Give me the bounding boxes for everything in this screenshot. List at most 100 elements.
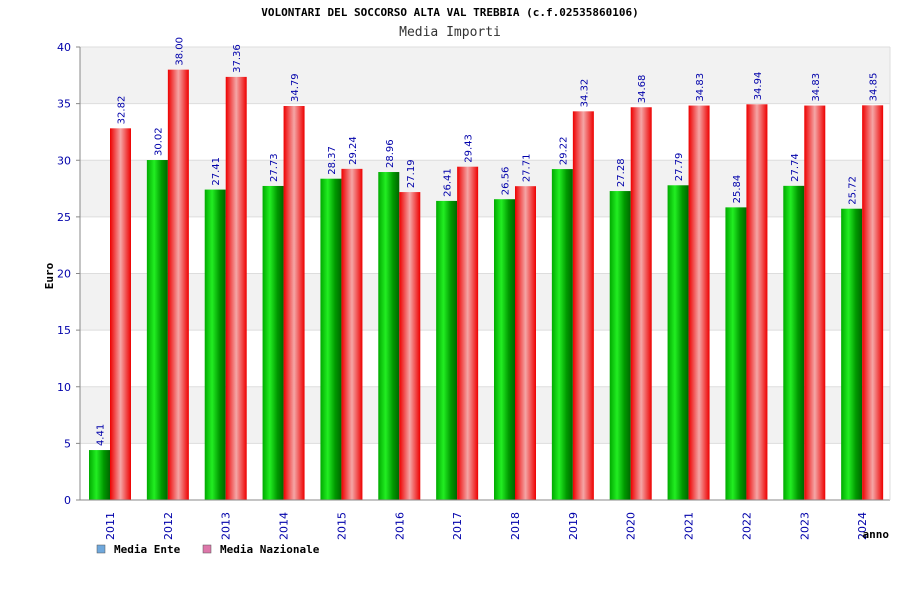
x-tick-label: 2021 — [683, 512, 696, 540]
plot-band — [80, 103, 890, 161]
data-label: 34.85 — [869, 73, 880, 102]
x-tick-label: 2015 — [335, 512, 348, 540]
y-tick-label: 5 — [64, 437, 71, 450]
data-label: 26.41 — [443, 168, 454, 197]
data-label: 32.82 — [117, 96, 128, 125]
data-label: 28.96 — [385, 139, 396, 168]
bar-media-ente — [667, 185, 689, 500]
bar-media-ente — [436, 200, 458, 501]
plot-band — [80, 216, 890, 274]
bar-media-nazionale — [862, 105, 884, 500]
y-tick-label: 20 — [57, 268, 71, 281]
labels-group: 4.41 32.82 30.02 38.00 27.41 37.36 27.73 34.79 2… — [96, 37, 880, 446]
plot-band — [80, 47, 890, 104]
x-tick-label: 2019 — [567, 512, 580, 540]
bar-media-ente — [262, 185, 284, 500]
data-label: 25.84 — [732, 175, 743, 204]
y-tick-label: 10 — [57, 381, 71, 394]
y-tick-label: 15 — [57, 324, 71, 337]
x-axis-label: anno — [863, 528, 890, 541]
data-label: 37.36 — [232, 44, 243, 73]
plot-band — [80, 273, 890, 331]
plot-band — [80, 330, 890, 387]
axes: 0 5 10 15 20 25 30 35 40 2011 2012 2013 2014 2015 2016… — [43, 41, 891, 541]
bar-media-nazionale — [630, 107, 652, 501]
bar-media-nazionale — [399, 192, 421, 501]
data-label: 38.00 — [174, 37, 185, 66]
x-tick-label: 2012 — [162, 512, 175, 540]
legend-label: Media Ente — [114, 543, 181, 556]
y-tick-label: 25 — [57, 211, 71, 224]
bar-media-nazionale — [225, 76, 247, 500]
bar-media-ente — [204, 189, 226, 500]
bar-media-ente — [89, 450, 110, 500]
bar-media-nazionale — [341, 168, 363, 500]
bar-media-nazionale — [457, 166, 479, 500]
bar-media-nazionale — [688, 105, 710, 501]
data-label: 34.83 — [811, 73, 822, 102]
y-axis-label: Euro — [43, 262, 56, 289]
data-label: 27.28 — [616, 158, 627, 187]
bar-media-ente — [320, 178, 342, 500]
bar-media-ente — [609, 191, 631, 500]
data-label: 4.41 — [96, 424, 107, 446]
y-tick-label: 35 — [57, 98, 71, 111]
data-label: 27.19 — [406, 159, 417, 188]
data-label: 34.32 — [579, 79, 590, 108]
bar-media-nazionale — [110, 128, 131, 500]
x-tick-label: 2020 — [625, 512, 638, 540]
x-tick-label: 2022 — [740, 512, 753, 540]
y-tick-label: 40 — [57, 41, 71, 54]
data-label: 29.22 — [558, 136, 569, 165]
x-tick-label: 2017 — [451, 512, 464, 540]
bar-media-ente — [841, 208, 863, 500]
data-label: 27.71 — [522, 154, 533, 183]
x-tick-label: 2011 — [104, 512, 117, 540]
bar-media-nazionale — [283, 106, 305, 501]
bar-media-ente — [725, 207, 747, 500]
bar-media-nazionale — [572, 111, 594, 501]
data-label: 27.41 — [211, 157, 222, 186]
bar-media-nazionale — [804, 105, 826, 501]
chart-title: VOLONTARI DEL SOCCORSO ALTA VAL TREBBIA … — [261, 6, 639, 19]
data-label: 27.74 — [790, 153, 801, 182]
bar-media-nazionale — [746, 104, 768, 500]
bars-group — [89, 69, 884, 501]
legend: Media Ente Media Nazionale — [96, 543, 320, 556]
data-label: 34.79 — [290, 73, 301, 102]
legend-label: Media Nazionale — [220, 543, 320, 556]
x-tick-label: 2013 — [220, 512, 233, 540]
data-label: 30.02 — [153, 127, 164, 156]
x-tick-label: 2024 — [856, 512, 869, 540]
bar-media-ente — [146, 160, 168, 500]
legend-swatch — [202, 544, 212, 554]
data-label: 34.83 — [695, 73, 706, 102]
x-tick-label: 2023 — [798, 512, 811, 540]
bar-media-ente — [378, 172, 400, 500]
data-label: 25.72 — [848, 176, 859, 205]
bar-media-ente — [494, 199, 515, 500]
x-tick-label: 2018 — [509, 512, 522, 540]
data-label: 34.94 — [753, 72, 764, 101]
plot-band — [80, 443, 890, 500]
data-label: 29.43 — [464, 134, 475, 163]
bar-media-nazionale — [167, 69, 189, 501]
y-tick-label: 0 — [64, 494, 71, 507]
chart-subtitle: Media Importi — [399, 25, 501, 40]
legend-swatch — [96, 544, 106, 554]
data-label: 27.79 — [674, 153, 685, 182]
bar-media-ente — [783, 185, 805, 501]
y-tick-label: 30 — [57, 154, 71, 167]
data-label: 28.37 — [327, 146, 338, 175]
data-label: 34.68 — [637, 75, 648, 104]
data-label: 29.24 — [348, 136, 359, 165]
data-label: 27.73 — [269, 153, 280, 182]
bar-media-ente — [551, 169, 573, 500]
x-tick-label: 2016 — [393, 512, 406, 540]
plot-band — [80, 160, 890, 217]
x-tick-label: 2014 — [278, 512, 291, 540]
data-label: 26.56 — [501, 167, 512, 196]
plot-band — [80, 386, 890, 444]
bar-media-nazionale — [515, 186, 536, 500]
